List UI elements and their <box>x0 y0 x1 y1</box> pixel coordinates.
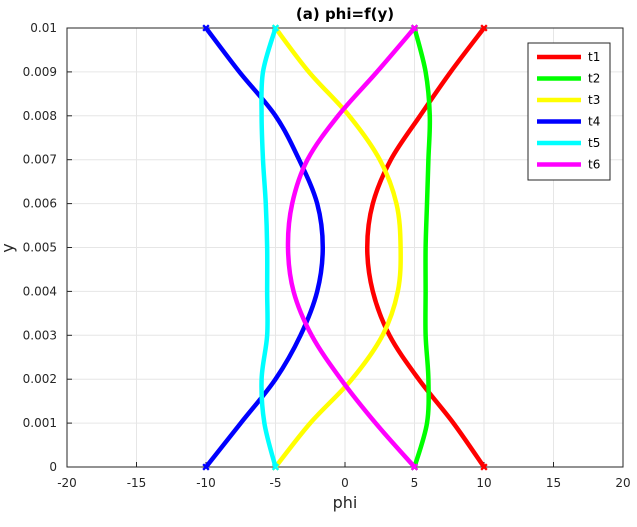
legend-box <box>527 42 611 181</box>
legend: t1 t2 t3 t4 t5 t6 <box>527 42 611 181</box>
x-tick-label: 10 <box>476 476 491 490</box>
x-axis-ticks: -20 -15 -10 -5 0 5 10 15 20 <box>57 462 631 490</box>
series-endpoint-marker: ✖ <box>271 22 280 35</box>
x-tick-label: 20 <box>615 476 630 490</box>
x-tick-label: -15 <box>127 476 147 490</box>
series-endpoint-marker: ✖ <box>201 461 210 474</box>
series-endpoint-marker: ✖ <box>410 461 419 474</box>
y-tick-label: 0.002 <box>23 372 57 386</box>
series-endpoint-marker: ✖ <box>479 461 488 474</box>
legend-label-t5: t5 <box>588 136 600 150</box>
y-axis-label: y <box>0 243 17 252</box>
legend-label-t3: t3 <box>588 93 600 107</box>
series-lines: ✖✖✖✖✖✖✖✖✖✖✖✖ <box>201 22 488 474</box>
series-endpoint-marker: ✖ <box>271 461 280 474</box>
legend-label-t6: t6 <box>588 158 600 172</box>
series-endpoint-marker: ✖ <box>479 22 488 35</box>
legend-label-t2: t2 <box>588 72 600 86</box>
y-tick-label: 0.006 <box>23 197 57 211</box>
y-tick-label: 0.004 <box>23 284 57 298</box>
y-tick-label: 0.007 <box>23 153 57 167</box>
series-endpoint-marker: ✖ <box>410 461 419 474</box>
x-tick-label: 15 <box>546 476 561 490</box>
y-tick-label: 0.008 <box>23 109 57 123</box>
series-endpoint-marker: ✖ <box>271 461 280 474</box>
x-tick-label: -20 <box>57 476 77 490</box>
y-tick-label: 0.001 <box>23 416 57 430</box>
series-line-t6 <box>285 26 417 469</box>
series-line-t5 <box>259 27 278 468</box>
legend-label-t1: t1 <box>588 50 600 64</box>
x-tick-label: -5 <box>270 476 282 490</box>
legend-label-t4: t4 <box>588 115 600 129</box>
y-axis-ticks: 0 0.001 0.002 0.003 0.004 0.005 0.006 0.007 0.00… <box>23 21 72 474</box>
y-tick-label: 0.005 <box>23 241 57 255</box>
x-tick-label: 5 <box>411 476 419 490</box>
y-tick-label: 0.009 <box>23 65 57 79</box>
series-line-t2 <box>412 27 433 468</box>
y-tick-label: 0.01 <box>30 21 57 35</box>
x-tick-label: -10 <box>196 476 216 490</box>
series-endpoint-marker: ✖ <box>201 22 210 35</box>
series-line-t3 <box>273 26 403 469</box>
chart-title: (a) phi=f(y) <box>296 5 394 23</box>
series-line-t4 <box>204 26 326 469</box>
x-axis-label: phi <box>333 493 358 512</box>
y-tick-label: 0 <box>49 460 57 474</box>
series-endpoint-marker: ✖ <box>410 22 419 35</box>
y-tick-label: 0.003 <box>23 328 57 342</box>
x-tick-label: 0 <box>341 476 349 490</box>
